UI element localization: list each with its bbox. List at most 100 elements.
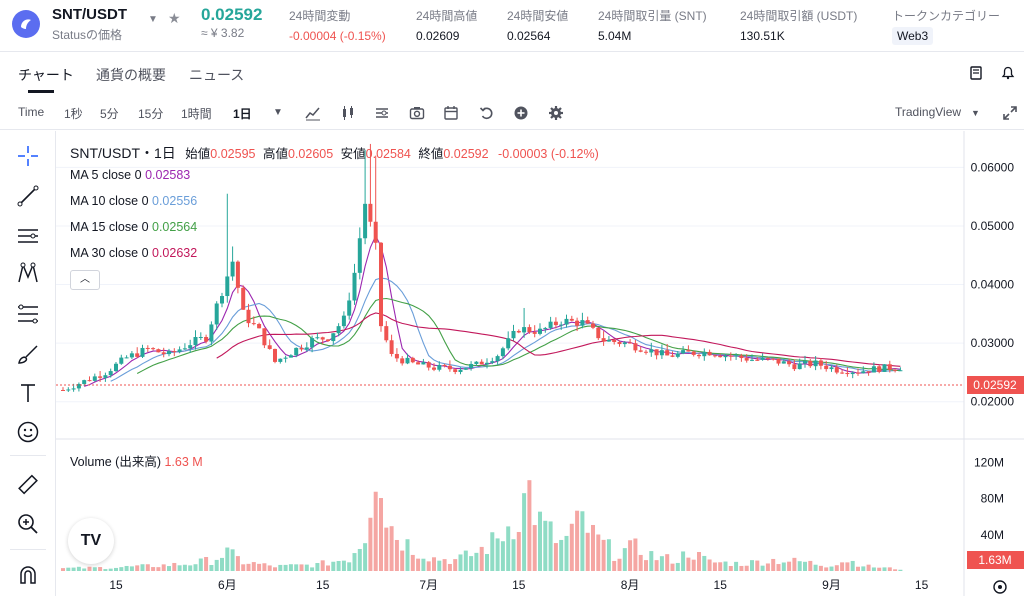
- volume-bar: [606, 539, 611, 571]
- candlesticks: [61, 143, 903, 393]
- gear-icon[interactable]: [548, 105, 564, 121]
- candle-body: [728, 355, 733, 357]
- volume-bar: [649, 551, 654, 571]
- view-mode-select[interactable]: TradingView: [895, 105, 962, 119]
- crosshair-icon[interactable]: [16, 144, 40, 168]
- price-tick-label: 0.04000: [971, 278, 1015, 292]
- tradingview-logo[interactable]: TV: [68, 518, 114, 564]
- volume-bar: [845, 562, 850, 571]
- pair-dropdown-icon[interactable]: ▼: [148, 14, 158, 25]
- text-icon[interactable]: [16, 381, 40, 405]
- volume-bar: [373, 491, 378, 571]
- interval-more-icon[interactable]: ▼: [273, 107, 283, 118]
- interval-15m[interactable]: 15分: [138, 107, 164, 121]
- ma10-legend[interactable]: MA 10 close 0 0.02556: [70, 194, 198, 208]
- undo-icon[interactable]: [479, 105, 495, 121]
- candle-body: [384, 326, 389, 341]
- volume-bar: [304, 564, 309, 571]
- price-tick-label: 0.03000: [971, 336, 1015, 350]
- fib-icon[interactable]: [16, 302, 40, 326]
- emoji-icon[interactable]: [16, 420, 40, 444]
- interval-time[interactable]: Time: [18, 105, 45, 119]
- ma15-legend[interactable]: MA 15 close 0 0.02564: [70, 220, 198, 234]
- horizontal-lines-icon[interactable]: [16, 224, 40, 248]
- category-tag[interactable]: Web3: [892, 27, 934, 45]
- candle-body: [808, 360, 813, 367]
- volume-bar: [108, 568, 113, 571]
- content-tabs: チャート 通貨の概要 ニュース: [0, 52, 1024, 94]
- candle-body: [665, 350, 670, 356]
- candle-body: [495, 356, 500, 362]
- pair-symbol[interactable]: SNT/USDT: [52, 6, 127, 23]
- volume-bar: [829, 566, 834, 571]
- ruler-icon[interactable]: [16, 472, 40, 496]
- volume-bar: [225, 547, 230, 571]
- stat-24h-high: 24時間高値 0.02609: [416, 9, 478, 43]
- axis-settings-icon[interactable]: [993, 580, 1007, 594]
- price-axis: 0.06000 0.05000 0.04000 0.03000 0.02000: [971, 160, 1015, 408]
- volume-bar: [119, 567, 124, 571]
- interval-1s[interactable]: 1秒: [64, 107, 83, 121]
- favorite-star-icon[interactable]: ★: [168, 10, 181, 26]
- volume-bar: [151, 567, 156, 571]
- volume-bar: [204, 557, 209, 571]
- volume-bar: [877, 567, 882, 571]
- tab-news[interactable]: ニュース: [189, 67, 245, 83]
- book-icon[interactable]: [969, 66, 983, 80]
- market-header: SNT/USDT Statusの価格 ▼ ★ 0.02592 ≈ ¥ 3.82 …: [0, 0, 1024, 52]
- camera-icon[interactable]: [409, 105, 425, 121]
- tab-overview[interactable]: 通貨の概要: [96, 67, 166, 83]
- volume-bar: [447, 563, 452, 571]
- trend-line-icon[interactable]: [16, 184, 40, 208]
- candle-body: [898, 370, 903, 372]
- candle-body: [235, 261, 240, 288]
- volume-bar: [622, 548, 627, 571]
- interval-1d[interactable]: 1日: [233, 107, 252, 121]
- pattern-icon[interactable]: [16, 261, 40, 285]
- active-tab-underline: [28, 90, 54, 93]
- interval-5m[interactable]: 5分: [100, 107, 119, 121]
- candle-body: [675, 353, 680, 357]
- brush-icon[interactable]: [16, 342, 40, 366]
- candle-type-icon[interactable]: [340, 105, 356, 121]
- time-tick-label: 7月: [419, 578, 438, 592]
- add-icon[interactable]: [513, 105, 529, 121]
- alert-bell-icon[interactable]: [1001, 66, 1015, 80]
- volume-bar: [410, 554, 415, 571]
- volume-bar: [432, 557, 436, 571]
- legend-collapse-button[interactable]: ︿: [70, 270, 100, 290]
- calendar-icon[interactable]: [443, 105, 459, 121]
- indicator-icon[interactable]: [305, 105, 321, 121]
- fullscreen-icon[interactable]: [1002, 105, 1018, 121]
- candle-body: [564, 318, 569, 325]
- zoom-in-icon[interactable]: [16, 512, 40, 536]
- volume-bar: [267, 565, 272, 571]
- candle-body: [760, 357, 765, 360]
- volume-bar: [310, 567, 315, 571]
- candle-body: [389, 340, 394, 354]
- volume-bar: [188, 565, 193, 571]
- volume-bar: [87, 566, 92, 571]
- volume-bar: [500, 541, 505, 571]
- price-chart[interactable]: 0.06000 0.05000 0.04000 0.03000 0.02000 120M…: [56, 131, 1024, 596]
- ma5-legend[interactable]: MA 5 close 0 0.02583: [70, 168, 191, 182]
- candle-body: [601, 338, 606, 342]
- magnet-icon[interactable]: [16, 563, 40, 587]
- interval-1h[interactable]: 1時間: [181, 107, 212, 121]
- candle-body: [188, 345, 193, 349]
- candle-body: [718, 355, 723, 358]
- candle-body: [712, 355, 717, 357]
- ma-line-15: [136, 297, 901, 374]
- candle-body: [606, 339, 611, 342]
- view-mode-dropdown-icon[interactable]: ▼: [971, 108, 980, 118]
- candle-body: [341, 315, 346, 327]
- tab-chart[interactable]: チャート: [18, 67, 74, 83]
- volume-bar: [585, 532, 590, 571]
- ma30-legend[interactable]: MA 30 close 0 0.02632: [70, 246, 198, 260]
- volume-bar: [140, 564, 145, 571]
- settings-list-icon[interactable]: [374, 105, 390, 121]
- current-volume-badge: [967, 551, 1024, 569]
- volume-bar: [617, 558, 622, 571]
- volume-legend: Volume (出来高) 1.63 M: [70, 455, 203, 469]
- volume-bar: [527, 480, 532, 571]
